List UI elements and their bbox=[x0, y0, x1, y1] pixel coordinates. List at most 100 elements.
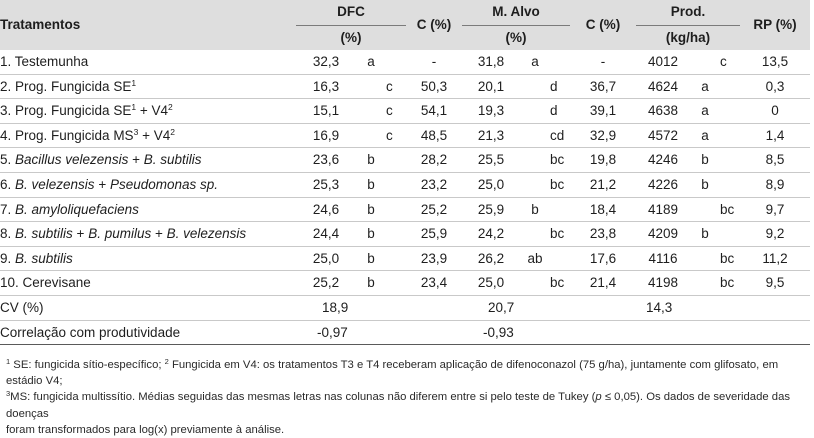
header-malvo: M. Alvo bbox=[462, 0, 571, 26]
treatment-number: 7. bbox=[0, 201, 16, 217]
dfc-letter bbox=[356, 98, 386, 124]
malvo-letter bbox=[520, 221, 550, 247]
footnote-ref: 1 bbox=[131, 102, 137, 113]
treatment-name: 6. B. velezensis + Pseudomonas sp. bbox=[0, 172, 296, 198]
treatment-name: 4. Prog. Fungicida MS3 + V42 bbox=[0, 123, 296, 149]
malvo-value: 25,5 bbox=[462, 147, 520, 173]
header-prod: Prod. bbox=[636, 0, 741, 26]
malvo-letter bbox=[520, 270, 550, 296]
dfc-letter: b bbox=[356, 197, 386, 223]
table-row: 1. Testemunha 32,3 a -31,8 a -4012 c 13,5 bbox=[0, 50, 811, 75]
prod-value: 4638 bbox=[636, 98, 691, 124]
malvo-letter bbox=[520, 147, 550, 173]
treatment-number: 8. bbox=[0, 226, 16, 242]
treatment-label: 4. Prog. Fungicida MS bbox=[0, 127, 134, 143]
prod-value: 4189 bbox=[636, 197, 691, 223]
dfc-letter bbox=[386, 50, 406, 75]
dfc-letter: a bbox=[356, 50, 386, 75]
c-dfc-value: 50,3 bbox=[406, 74, 462, 100]
malvo-value: 25,0 bbox=[462, 172, 520, 198]
malvo-letter: b bbox=[520, 197, 550, 223]
plus-sign: + bbox=[94, 176, 110, 192]
malvo-letter bbox=[550, 246, 571, 272]
c-dfc-value: 25,9 bbox=[406, 221, 462, 247]
rp-value: 0,3 bbox=[740, 74, 811, 100]
footnote-ref: 1 bbox=[131, 77, 137, 88]
footnote-marker: 1 bbox=[6, 357, 11, 366]
prod-value: 4572 bbox=[636, 123, 691, 149]
table-row: 10. Cerevisane 25,2 b 23,4 25,0 bc 21,4 4198 bc 9… bbox=[0, 270, 811, 296]
treatment-label: 3. Prog. Fungicida SE bbox=[0, 103, 132, 119]
header-c-dfc: C (%) bbox=[406, 0, 462, 50]
empty-cell bbox=[570, 320, 637, 346]
footnote-line-3: foram transformados para log(x) previame… bbox=[6, 422, 810, 438]
header-prod-unit: (kg/ha) bbox=[636, 25, 741, 50]
prod-letter bbox=[720, 172, 741, 198]
treatment-name: 3. Prog. Fungicida SE1 + V42 bbox=[0, 98, 296, 124]
malvo-value: 25,0 bbox=[462, 270, 520, 296]
dfc-letter: b bbox=[356, 246, 386, 272]
treatment-label-tail: + V4 bbox=[136, 103, 168, 119]
prod-value: 4226 bbox=[636, 172, 691, 198]
c-malvo-value: 23,8 bbox=[570, 221, 637, 247]
c-malvo-value: 32,9 bbox=[570, 123, 637, 149]
dfc-letter bbox=[386, 246, 406, 272]
malvo-letter: ab bbox=[520, 246, 550, 272]
header-c-malvo: C (%) bbox=[570, 0, 637, 50]
malvo-letter bbox=[520, 74, 550, 100]
treatment-name: 10. Cerevisane bbox=[0, 270, 296, 296]
dfc-value: 25,2 bbox=[296, 270, 356, 296]
treatment-label: 1. Testemunha bbox=[0, 54, 89, 69]
c-malvo-value: 19,8 bbox=[570, 147, 637, 173]
cv-malvo: 20,7 bbox=[462, 295, 571, 321]
footnote-4-text: foram transformados para log(x) previame… bbox=[6, 423, 285, 436]
c-dfc-value: 23,4 bbox=[406, 270, 462, 296]
correlation-dfc: -0,97 bbox=[296, 320, 406, 346]
empty-cell bbox=[740, 320, 811, 346]
footnote-1-text: SE: fungicida sítio-específico; bbox=[10, 359, 165, 371]
prod-value: 4624 bbox=[636, 74, 691, 100]
rp-value: 9,5 bbox=[740, 270, 811, 296]
treatment-label-tail: + V4 bbox=[138, 127, 171, 143]
header-row-1: Tratamentos DFC C (%) M. Alvo C (%) Prod. RP (… bbox=[0, 0, 811, 50]
malvo-letter: bc bbox=[550, 147, 571, 173]
rp-value: 9,2 bbox=[740, 221, 811, 247]
header-tratamentos: Tratamentos bbox=[0, 0, 296, 50]
footnote-2-text: Fungicida em V4: os tratamentos T3 e T4 … bbox=[6, 359, 779, 388]
treatment-name: 2. Prog. Fungicida SE1 bbox=[0, 74, 296, 100]
correlation-malvo: -0,93 bbox=[462, 320, 571, 346]
empty-cell bbox=[740, 295, 811, 321]
dfc-letter bbox=[386, 147, 406, 173]
malvo-letter: bc bbox=[550, 172, 571, 198]
rp-value: 9,7 bbox=[740, 197, 811, 223]
dfc-letter bbox=[386, 197, 406, 223]
footnote-3-text: MS: fungicida multissítio. Médias seguid… bbox=[10, 391, 596, 404]
rp-value: 0 bbox=[740, 98, 811, 124]
malvo-letter: d bbox=[550, 98, 571, 124]
malvo-letter bbox=[520, 123, 550, 149]
c-dfc-value: 23,9 bbox=[406, 246, 462, 272]
c-malvo-value: 21,4 bbox=[570, 270, 637, 296]
footnote-line-2: 3MS: fungicida multissítio. Médias segui… bbox=[6, 389, 810, 421]
dfc-letter bbox=[386, 270, 406, 296]
prod-letter bbox=[720, 98, 741, 124]
species-name: Bacillus velezensis bbox=[15, 152, 129, 168]
prod-letter: bc bbox=[720, 246, 741, 272]
dfc-letter bbox=[386, 221, 406, 247]
footnote-ref: 2 bbox=[167, 102, 173, 113]
footnote-ref: 3 bbox=[133, 126, 139, 137]
dfc-letter: b bbox=[356, 172, 386, 198]
malvo-value: 19,3 bbox=[462, 98, 520, 124]
dfc-letter: c bbox=[386, 98, 406, 124]
treatment-name: 7. B. amyloliquefaciens bbox=[0, 197, 296, 223]
prod-letter bbox=[690, 50, 721, 75]
table-row: 4. Prog. Fungicida MS3 + V42 16,9 c 48,5 21,… bbox=[0, 123, 811, 149]
rp-value: 1,4 bbox=[740, 123, 811, 149]
header-dfc: DFC bbox=[296, 0, 406, 26]
table-row: 8. B. subtilis + B. pumilus + B. velezen… bbox=[0, 221, 811, 247]
malvo-letter bbox=[520, 98, 550, 124]
c-dfc-value: - bbox=[406, 50, 462, 75]
malvo-value: 21,3 bbox=[462, 123, 520, 149]
rp-value: 11,2 bbox=[740, 246, 811, 272]
malvo-letter bbox=[520, 172, 550, 198]
